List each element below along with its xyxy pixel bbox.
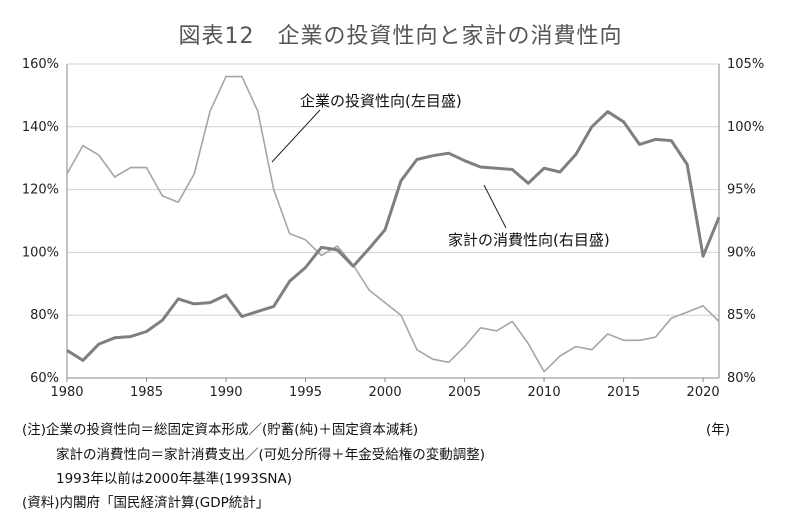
grid-lines	[67, 63, 719, 316]
x-axis-unit: (年)	[706, 422, 731, 438]
x-tick-label: 2005	[448, 385, 481, 400]
note-line-2: 家計の消費性向＝家計消費支出／(可処分所得＋年金受給権の変動調整)	[56, 447, 486, 463]
series-line-consumption	[66, 110, 721, 362]
x-tick-label: 1990	[209, 385, 242, 400]
x-tick-label: 1995	[289, 385, 322, 400]
x-tick-label: 1980	[50, 385, 83, 400]
source-note: (資料)内閣府「国民経済計算(GDP統計」	[22, 495, 270, 511]
x-tick-label: 2010	[528, 385, 561, 400]
axes: 60% 80% 80% 85% 100% 90% 120% 95% 140% 100% 160% 10…	[22, 57, 764, 400]
y-right-tick-label: 100%	[727, 120, 764, 135]
series-lines	[66, 75, 721, 373]
x-tick-label: 1985	[130, 385, 163, 400]
series-label-investment: 企業の投資性向(左目盛)	[300, 92, 462, 110]
chart-title: 図表12 企業の投資性向と家計の消費性向	[178, 24, 623, 49]
y-left-tick-label: 120%	[22, 183, 59, 198]
y-left-tick-label: 100%	[22, 245, 59, 260]
note-line-1: (注)企業の投資性向＝総固定資本形成／(貯蓄(純)＋固定資本減耗)	[22, 422, 419, 438]
y-right-tick-label: 95%	[727, 183, 756, 198]
y-left-tick-label: 80%	[30, 308, 59, 323]
leader-line-consumption	[483, 184, 507, 229]
series-label-consumption: 家計の消費性向(右目盛)	[448, 231, 610, 249]
series-annotations: 企業の投資性向(左目盛) 家計の消費性向(右目盛)	[271, 92, 610, 249]
y-right-tick-label: 85%	[727, 308, 756, 323]
y-left-tick-label: 60%	[30, 371, 59, 386]
y-right-tick-label: 90%	[727, 245, 756, 260]
series-line-investment	[66, 75, 720, 373]
leader-line-investment	[271, 109, 321, 163]
y-left-tick-label: 140%	[22, 120, 59, 135]
x-tick-label: 2000	[369, 385, 402, 400]
note-line-3: 1993年以前は2000年基準(1993SNA)	[56, 471, 293, 487]
y-left-tick-label: 160%	[22, 57, 59, 72]
x-tick-label: 2015	[607, 385, 640, 400]
y-right-tick-label: 105%	[727, 57, 764, 72]
y-right-tick-label: 80%	[727, 371, 756, 386]
x-tick-label: 2020	[687, 385, 720, 400]
